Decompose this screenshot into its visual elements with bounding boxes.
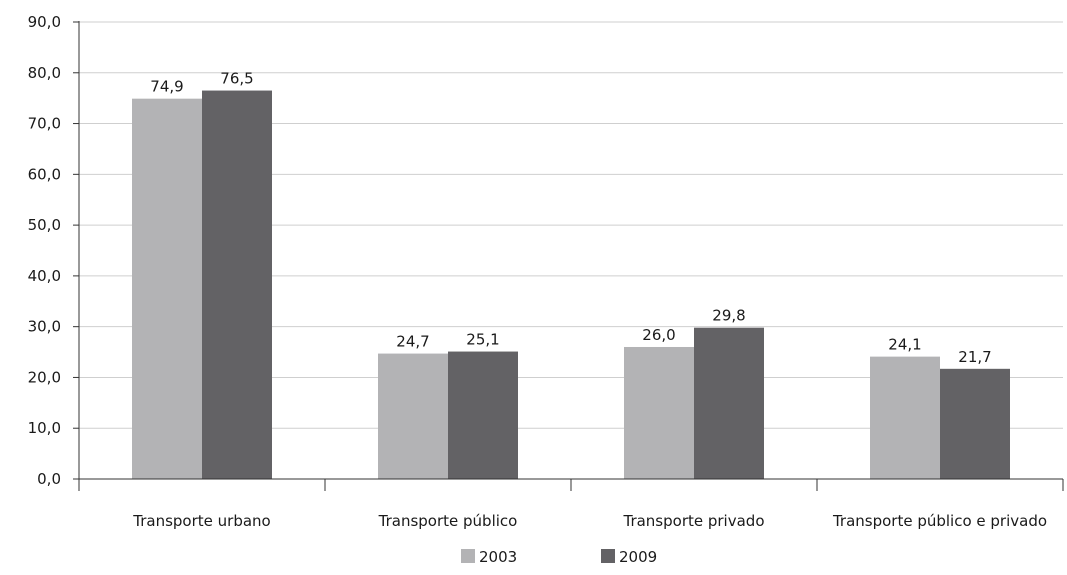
data-label: 21,7: [958, 348, 991, 366]
bar-2009-1: [448, 351, 518, 479]
data-labels: 74,9 76,5 24,7 25,1 26,0 29,8 24,1 21,7: [150, 70, 991, 366]
legend-swatch: [601, 549, 615, 563]
y-tick-label: 0,0: [37, 470, 61, 488]
x-tick-label: Transporte privado: [622, 512, 764, 530]
x-tick-label: Transporte público: [378, 512, 518, 530]
bar-2003-1: [378, 353, 448, 479]
y-tick-label: 50,0: [28, 216, 61, 234]
bar-2003-3: [870, 356, 940, 479]
x-tick-label: Transporte urbano: [132, 512, 270, 530]
y-tick-label: 80,0: [28, 64, 61, 82]
legend-item: 2009: [601, 548, 657, 566]
y-tick-label: 10,0: [28, 419, 61, 437]
legend: 2003 2009: [461, 548, 657, 566]
y-tick-label: 60,0: [28, 165, 61, 183]
data-label: 26,0: [642, 326, 675, 344]
bars: [132, 90, 1010, 480]
x-tick-label: Transporte público e privado: [832, 512, 1047, 530]
legend-item: 2003: [461, 548, 517, 566]
y-tick-label: 90,0: [28, 13, 61, 31]
axes: 0,0 10,0 20,0 30,0 40,0 50,0 60,0 70,0 80,0 90,0 T…: [28, 13, 1064, 530]
y-tick-label: 30,0: [28, 318, 61, 336]
y-tick-label: 70,0: [28, 115, 61, 133]
data-label: 24,7: [396, 333, 429, 351]
y-tick-label: 20,0: [28, 368, 61, 386]
legend-label: 2009: [619, 548, 657, 566]
data-label: 25,1: [466, 331, 499, 349]
legend-swatch: [461, 549, 475, 563]
data-label: 76,5: [220, 70, 253, 88]
bar-2003-2: [624, 346, 694, 479]
data-label: 29,8: [712, 307, 745, 325]
data-label: 24,1: [888, 336, 921, 354]
bar-2009-0: [202, 90, 272, 480]
bar-2009-2: [694, 327, 764, 479]
data-label: 74,9: [150, 78, 183, 96]
bar-2009-3: [940, 368, 1010, 479]
legend-label: 2003: [479, 548, 517, 566]
y-tick-label: 40,0: [28, 267, 61, 285]
bar-2003-0: [132, 98, 202, 480]
